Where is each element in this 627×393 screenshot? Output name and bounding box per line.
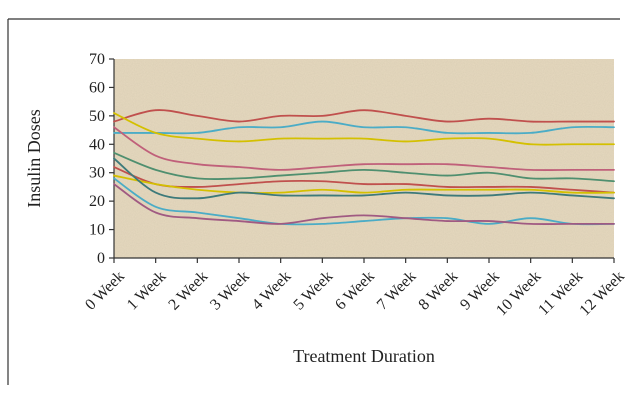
y-axis: 0 10 20 30 40 50 60 70 bbox=[89, 51, 115, 267]
y-tick-label: 30 bbox=[89, 165, 105, 182]
series-lines bbox=[113, 109, 615, 226]
series-line-6 bbox=[113, 166, 615, 194]
x-tick-label: 0 Week bbox=[82, 268, 128, 314]
x-tick-label: 2 Week bbox=[165, 268, 211, 314]
y-tick-label: 70 bbox=[89, 51, 105, 68]
series-line-9 bbox=[113, 177, 615, 226]
x-tick-label: 4 Week bbox=[249, 268, 295, 314]
y-tick-label: 0 bbox=[97, 250, 105, 267]
series-line-2 bbox=[113, 120, 615, 135]
x-tick-label: 3 Week bbox=[207, 268, 253, 314]
x-axis-title: Treatment Duration bbox=[293, 346, 435, 366]
series-line-3 bbox=[113, 112, 615, 146]
y-tick-label: 20 bbox=[89, 193, 105, 210]
y-axis-title: Insulin Doses bbox=[24, 109, 44, 208]
series-line-5 bbox=[113, 151, 615, 183]
x-tick-label: 7 Week bbox=[374, 268, 420, 314]
y-tick-label: 50 bbox=[89, 108, 105, 125]
y-tick-label: 40 bbox=[89, 136, 105, 153]
x-tick-label: 12 Week bbox=[576, 268, 627, 319]
x-tick-label: 10 Week bbox=[493, 268, 544, 319]
series-line-4 bbox=[113, 126, 615, 171]
y-tick-label: 10 bbox=[89, 222, 105, 239]
y-tick-label: 60 bbox=[89, 79, 105, 96]
x-tick-label: 11 Week bbox=[535, 268, 586, 319]
x-tick-label: 8 Week bbox=[415, 268, 461, 314]
series-line-1 bbox=[113, 109, 615, 123]
x-tick-label: 5 Week bbox=[290, 268, 336, 314]
x-tick-label: 6 Week bbox=[332, 268, 378, 314]
series-line-8 bbox=[113, 157, 615, 200]
series-line-7 bbox=[113, 174, 615, 194]
x-tick-label: 1 Week bbox=[124, 268, 170, 314]
plot-area-background bbox=[114, 59, 614, 258]
series-line-10 bbox=[113, 183, 615, 225]
